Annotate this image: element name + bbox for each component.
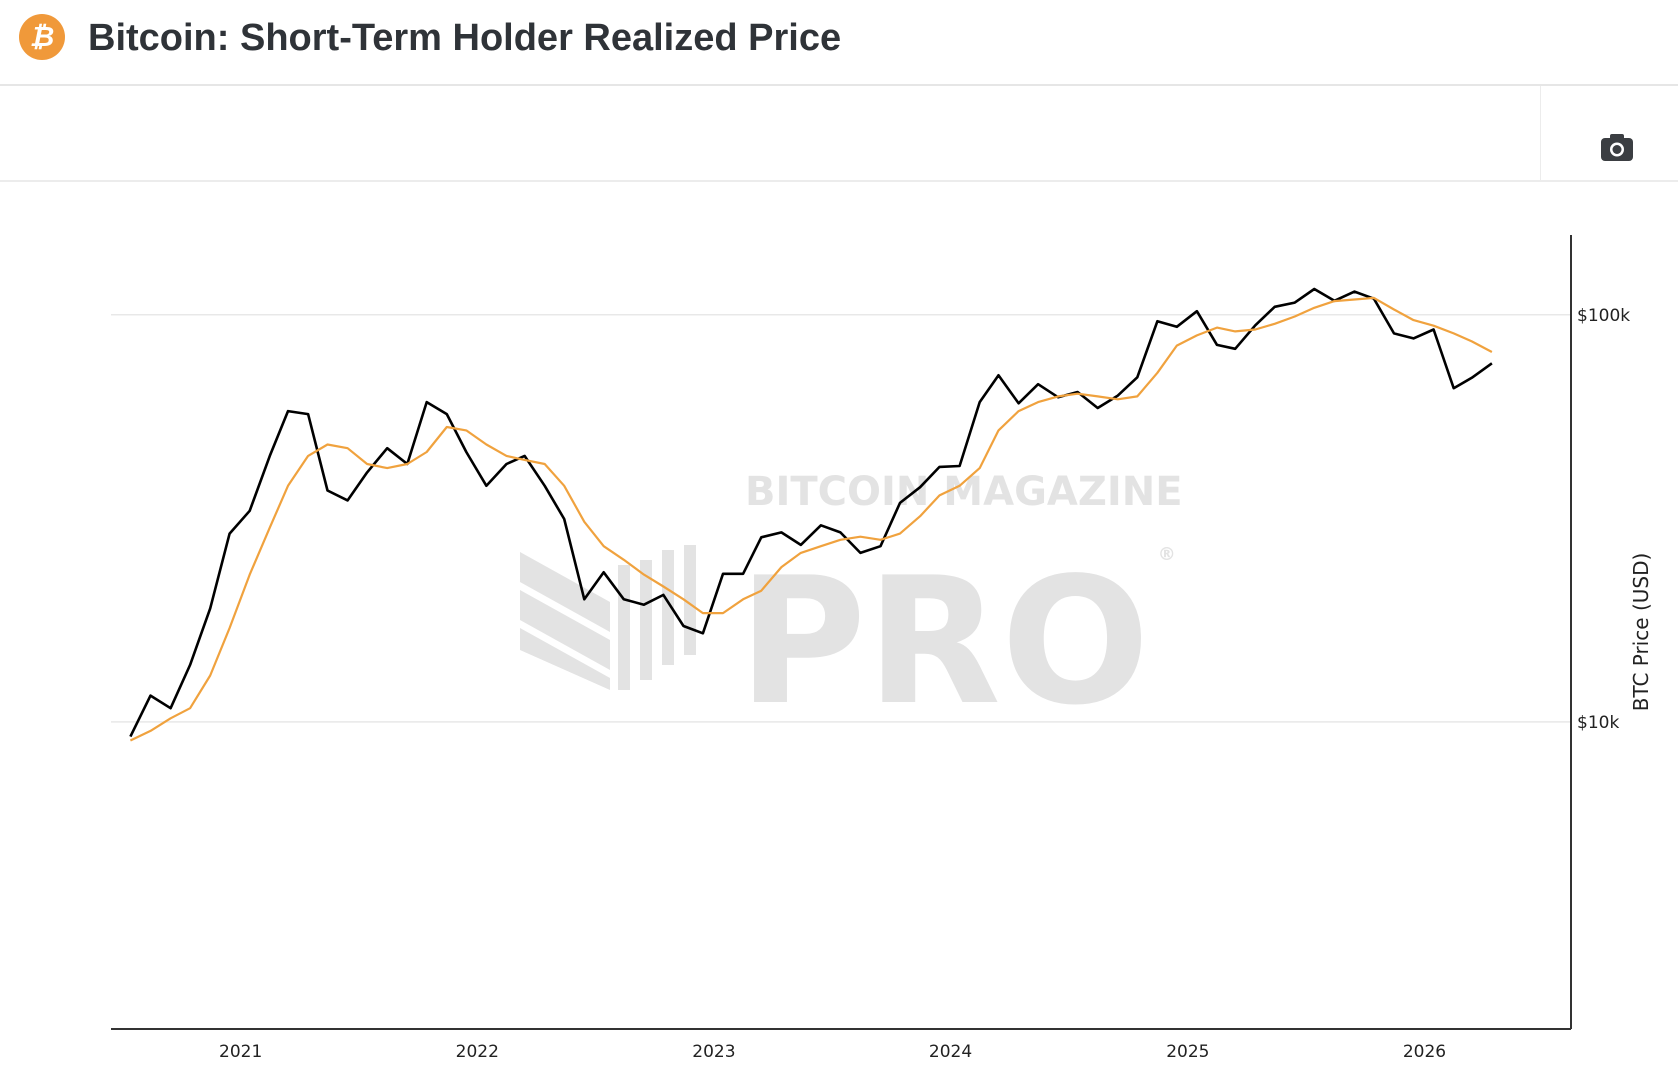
x-tick-label: 2026 [1403,1042,1446,1062]
header: ₿ Bitcoin: Short-Term Holder Realized Pr… [0,0,1678,86]
watermark-logo: BITCOIN MAGAZINE PRO ® [520,469,1183,744]
x-tick-label: 2025 [1166,1042,1209,1062]
watermark-line2: PRO [738,541,1150,744]
x-tick-label: 2021 [219,1042,262,1062]
toolbar-divider [1540,86,1541,180]
y-axis-title: BTC Price (USD) [1629,553,1653,712]
y-tick-label: $10k [1577,713,1619,733]
bitcoin-icon: ₿ [19,14,65,60]
chart-toolbar [0,86,1678,182]
page-title: Bitcoin: Short-Term Holder Realized Pric… [88,17,842,59]
x-tick-label: 2024 [929,1042,972,1062]
btc-price-line [129,287,1493,738]
y-tick-label: $100k [1577,306,1630,326]
watermark-line1: BITCOIN MAGAZINE [745,469,1183,515]
x-tick-label: 2023 [692,1042,735,1062]
sth-realized-price-line [129,296,1493,742]
camera-icon [1601,134,1633,161]
watermark-mark: ® [1158,544,1176,565]
watermark-stripes [520,545,696,690]
x-tick-label: 2022 [456,1042,499,1062]
download-screenshot-button[interactable] [1600,132,1634,162]
